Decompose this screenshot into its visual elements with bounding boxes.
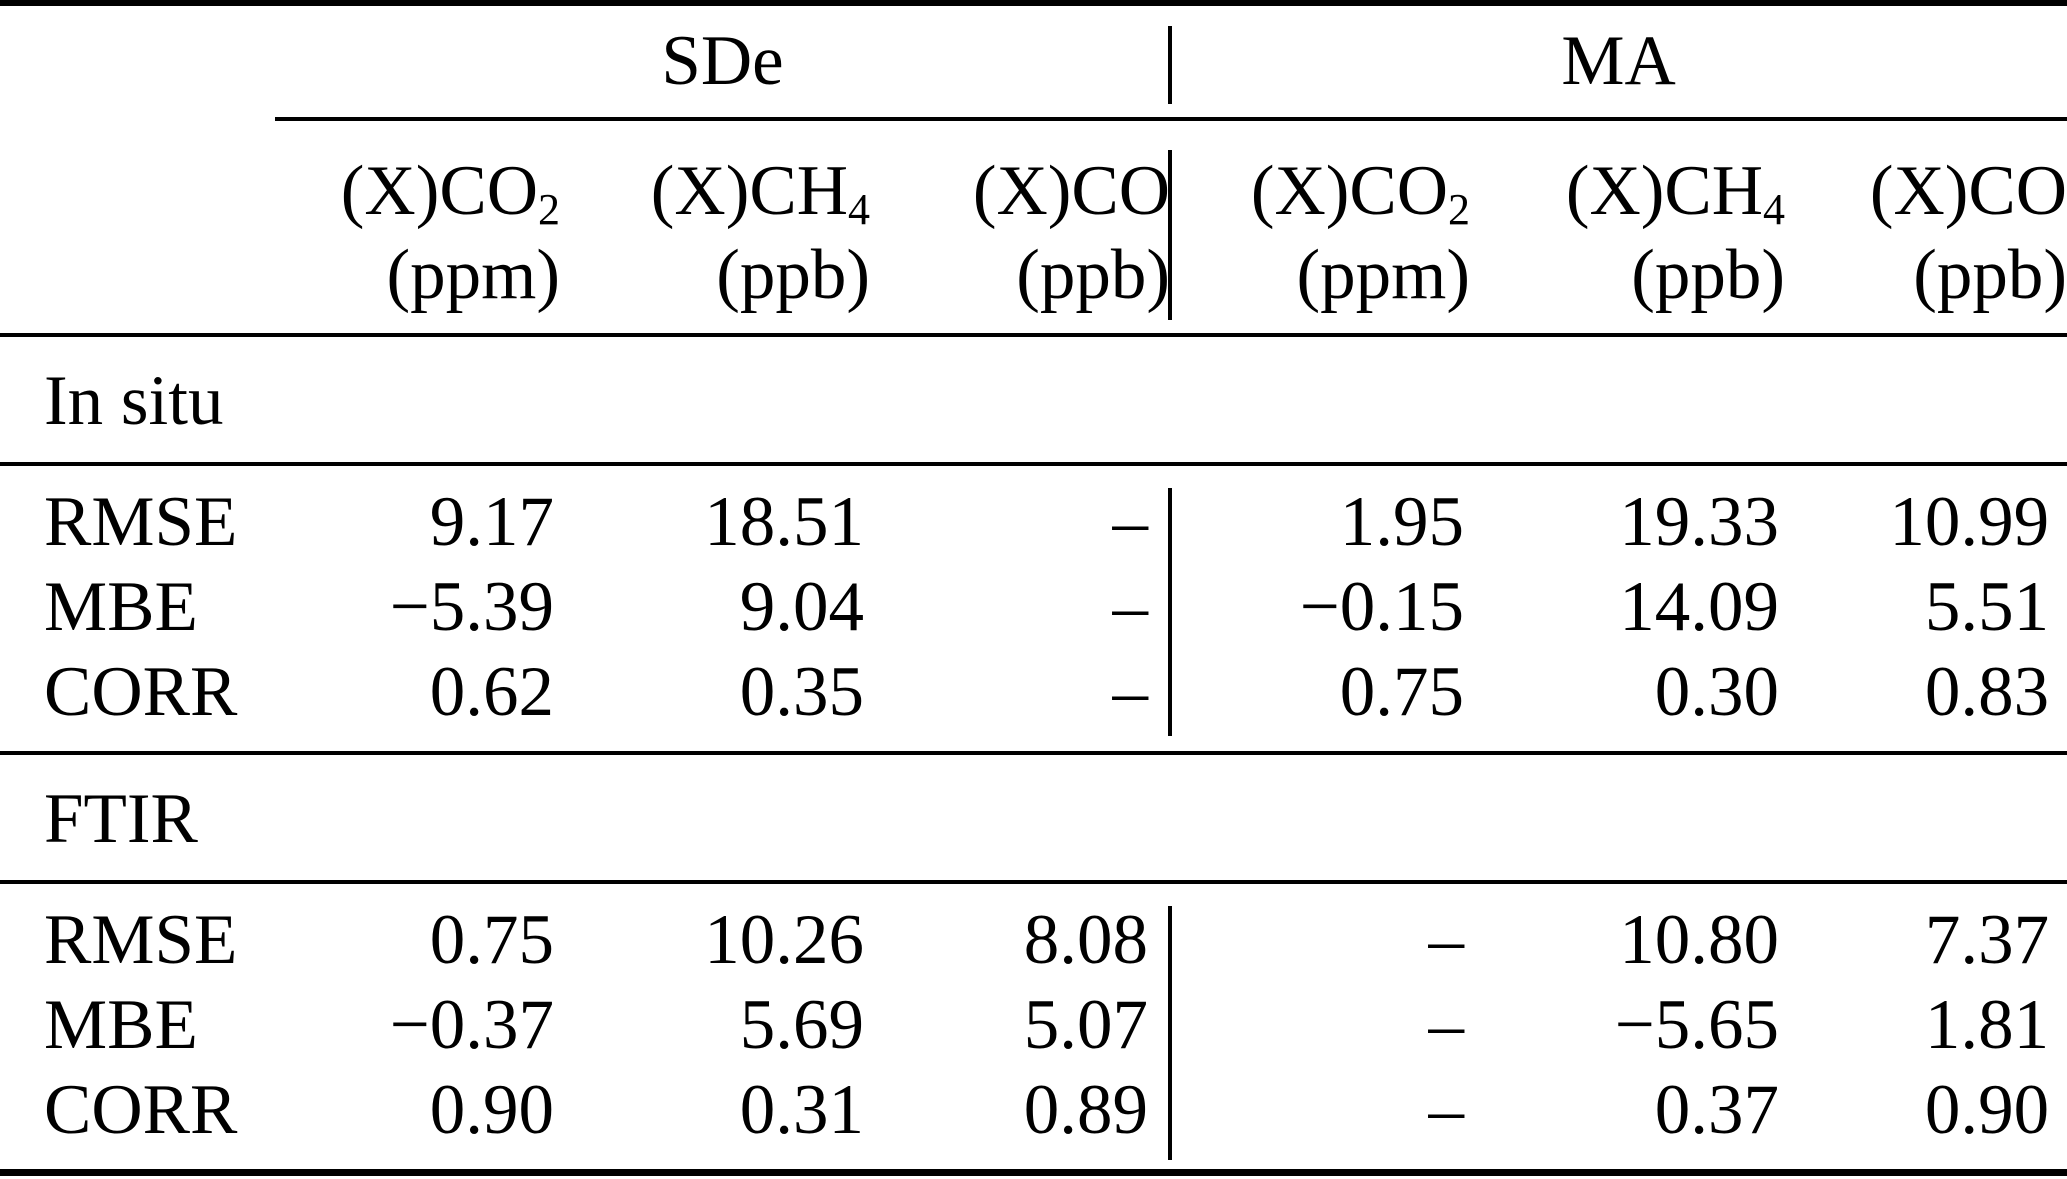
- row-label-rmse: RMSE: [44, 901, 238, 979]
- stub-cell: [0, 6, 275, 121]
- data-cell: 10.80: [1619, 901, 1780, 979]
- column-header-sde-xch4: (X)CH4 (ppb): [560, 121, 870, 337]
- unit-label: (ppb): [1913, 236, 2067, 314]
- species-label: (X)CO2: [1250, 152, 1471, 234]
- data-cell: 9.04: [739, 568, 864, 646]
- data-cell: 0.89: [1023, 1071, 1149, 1149]
- data-cell: 0.75: [1170, 650, 1471, 755]
- row-label-mbe: MBE: [44, 986, 198, 1064]
- column-header-ma-xco: (X)CO (ppb): [1785, 121, 2067, 337]
- data-cell: −5.65: [1614, 986, 1780, 1064]
- data-cell: –: [1428, 901, 1465, 979]
- data-cell: 7.37: [1924, 901, 2050, 979]
- row-label-rmse: RMSE: [44, 483, 238, 561]
- data-cell: –: [1428, 986, 1465, 1064]
- column-header-sde-xco: (X)CO (ppb): [870, 121, 1171, 337]
- stub-cell: [0, 121, 275, 337]
- column-header-row: (X)CO2 (ppm) (X)CH4 (ppb) (X)CO (ppb) (X…: [0, 121, 2067, 337]
- data-cell: −0.15: [1299, 568, 1465, 646]
- column-header-sde-xco2: (X)CO2 (ppm): [275, 121, 560, 337]
- data-cell: −0.37: [389, 986, 554, 1064]
- data-cell: 14.09: [1619, 568, 1780, 646]
- species-label: (X)CO: [972, 152, 1171, 230]
- column-group-sde: SDe: [275, 6, 1171, 121]
- species-label: (X)CO: [1869, 152, 2067, 230]
- column-header-ma-xch4: (X)CH4 (ppb): [1470, 121, 1786, 337]
- species-label: (X)CH4: [1565, 152, 1786, 234]
- data-cell: 1.95: [1339, 483, 1465, 561]
- data-cell: 0.90: [1924, 1071, 2050, 1149]
- unit-label: (ppb): [716, 236, 870, 314]
- data-cell: −5.39: [389, 568, 554, 646]
- section-row-in-situ: In situ: [0, 337, 2067, 466]
- row-label-corr: CORR: [44, 1071, 238, 1149]
- subscript: 4: [1763, 184, 1786, 234]
- column-group-divider: [1168, 488, 1172, 736]
- data-cell: 5.07: [1023, 986, 1149, 1064]
- data-cell: 19.33: [1619, 483, 1780, 561]
- data-cell: 0.83: [1785, 650, 2067, 755]
- row-label-corr: CORR: [0, 650, 275, 755]
- data-cell: 9.17: [429, 483, 554, 561]
- species-label: (X)CO2: [340, 152, 560, 234]
- data-cell: –: [1428, 1071, 1465, 1149]
- data-cell: –: [1112, 483, 1149, 561]
- subscript: 2: [1448, 184, 1471, 234]
- data-cell: 0.62: [275, 650, 560, 755]
- column-group-ma: MA: [1170, 6, 2067, 121]
- section-label: FTIR: [0, 755, 2067, 884]
- table-row: CORR 0.62 0.35 – 0.75 0.30 0.83: [0, 650, 2067, 755]
- subscript: 4: [847, 184, 870, 234]
- data-cell: 0.31: [739, 1071, 864, 1149]
- data-cell: 5.69: [739, 986, 864, 1064]
- data-cell: –: [1112, 568, 1149, 646]
- data-cell: 8.08: [1023, 901, 1149, 979]
- section-label: In situ: [0, 337, 2067, 466]
- column-group-row: SDe MA: [0, 6, 2067, 121]
- table-row: MBE −0.37 5.69 5.07 – −5.65 1.81: [0, 983, 2067, 1068]
- row-label-mbe: MBE: [44, 568, 198, 646]
- table-row: RMSE 9.17 18.51 – 1.95 19.33 10.99: [0, 466, 2067, 565]
- data-cell: 0.75: [429, 901, 554, 979]
- section-row-ftir: FTIR: [0, 755, 2067, 884]
- data-cell: 1.81: [1924, 986, 2050, 1064]
- table-row: CORR 0.90 0.31 0.89 – 0.37 0.90: [0, 1068, 2067, 1169]
- data-cell: –: [870, 650, 1171, 755]
- column-group-divider: [1168, 26, 1172, 104]
- data-cell: 10.26: [704, 901, 864, 979]
- species-label: (X)CH4: [650, 152, 870, 234]
- data-cell: 0.35: [560, 650, 870, 755]
- data-cell: 0.30: [1470, 650, 1786, 755]
- data-cell: 0.90: [429, 1071, 554, 1149]
- unit-label: (ppb): [1631, 236, 1786, 314]
- table-row: MBE −5.39 9.04 – −0.15 14.09 5.51: [0, 565, 2067, 650]
- unit-label: (ppb): [1016, 236, 1171, 314]
- table-row: RMSE 0.75 10.26 8.08 – 10.80 7.37: [0, 884, 2067, 983]
- data-cell: 5.51: [1924, 568, 2050, 646]
- data-cell: 0.37: [1654, 1071, 1780, 1149]
- subscript: 2: [537, 184, 560, 234]
- column-group-divider: [1168, 150, 1172, 320]
- data-cell: 10.99: [1889, 483, 2050, 561]
- data-cell: 18.51: [704, 483, 864, 561]
- column-group-divider: [1168, 906, 1172, 1160]
- unit-label: (ppm): [386, 236, 560, 314]
- column-header-ma-xco2: (X)CO2 (ppm): [1170, 121, 1471, 337]
- unit-label: (ppm): [1296, 236, 1471, 314]
